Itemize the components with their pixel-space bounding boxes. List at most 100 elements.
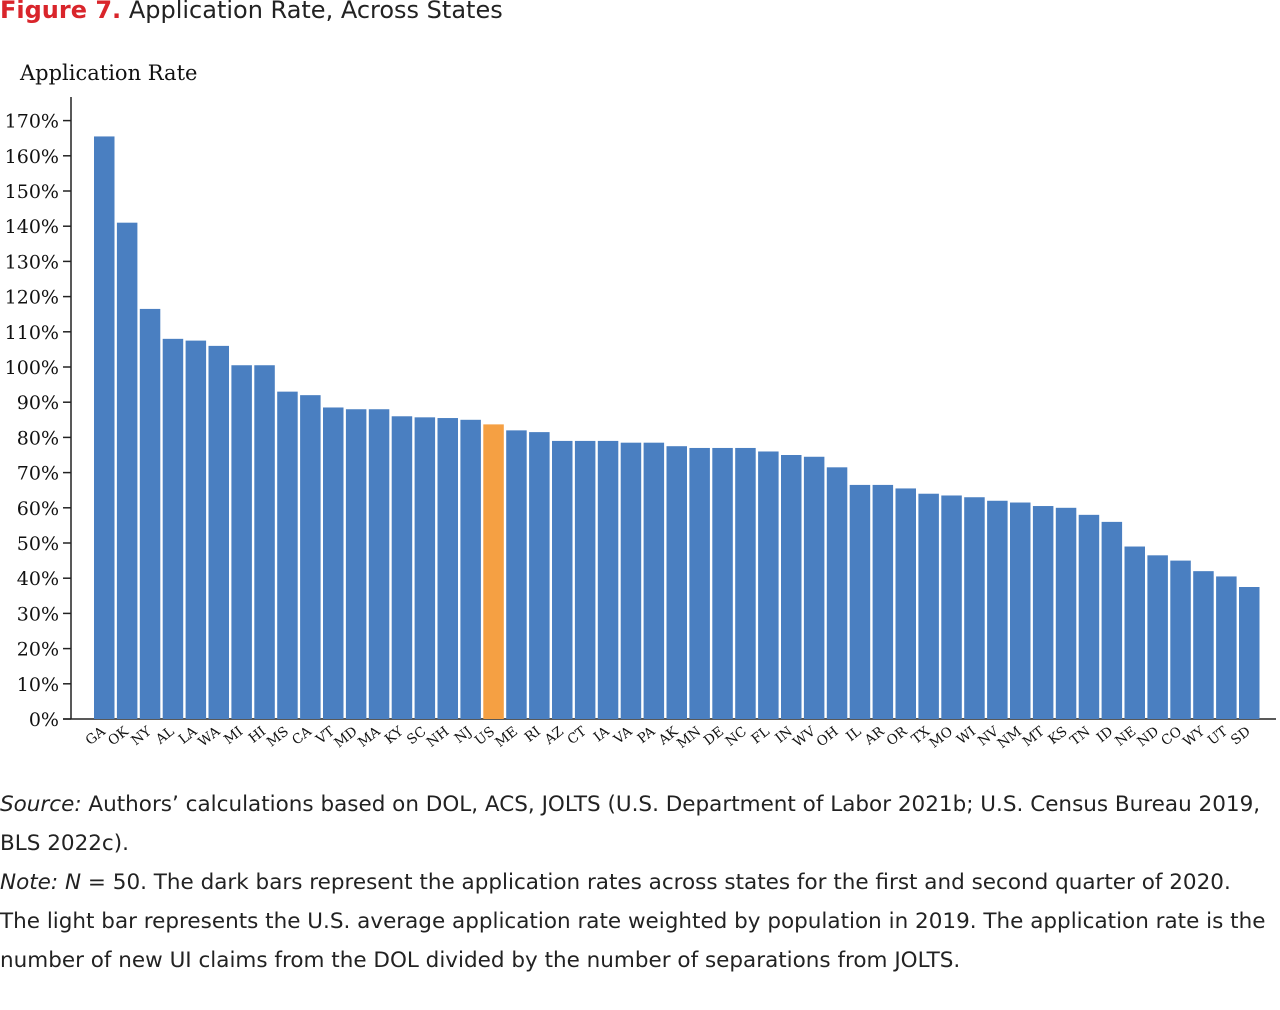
bar-us [483,424,504,719]
y-tick-label: 80% [17,427,59,449]
x-tick-label: MA [355,723,384,750]
y-tick-label: 150% [5,181,59,203]
note-text: Note: N = 50. The dark bars represent th… [0,863,1272,980]
bar-oh [826,467,848,719]
y-tick-label: 60% [17,498,59,520]
y-tick-label: 120% [5,287,59,309]
bar-ar [872,484,894,719]
bar-mi [231,365,252,719]
bars [94,136,1260,719]
figure-title-text: Application Rate, Across States [128,0,503,24]
bar-tn [1078,514,1100,719]
bar-ny [139,308,161,719]
bar-ak [666,446,687,719]
y-tick-label: 20% [17,639,59,661]
source-lead: Source: [0,792,82,817]
x-tick-label: NY [128,723,155,749]
bar-al [162,338,184,719]
bar-vt [323,407,344,719]
bar-va [620,442,642,719]
bar-ut [1216,576,1237,719]
y-tick-label: 30% [17,603,59,625]
bar-nc [735,447,756,719]
x-tick-label: AZ [541,724,567,749]
note-body: = 50. The dark bars represent the applic… [0,870,1266,973]
figure-title: Figure 7. Application Rate, Across State… [0,0,503,24]
x-tick-label: SD [1228,723,1254,748]
bar-nj [460,419,481,719]
y-tick-label: 160% [5,146,59,168]
bar-ky [391,416,413,719]
bar-nd [1147,555,1168,719]
source-note: Source: Authors’ calculations based on D… [0,785,1272,863]
y-tick-label: 110% [5,322,59,344]
figure-label: Figure 7. [0,0,122,24]
bar-mt [1032,506,1054,719]
y-axis-title: Application Rate [19,61,197,85]
bar-ct [574,440,596,719]
x-tick-label: FL [749,724,773,748]
y-tick-label: 130% [5,251,59,273]
y-tick-label: 0% [29,709,59,731]
bar-ia [597,440,619,719]
x-tick-label: NJ [452,724,475,747]
y-tick-label: 70% [17,463,59,485]
bar-ok [116,222,138,719]
bar-ks [1055,507,1077,719]
x-tick-label: TN [1067,723,1093,749]
y-tick-label: 50% [17,533,59,555]
bar-me [506,430,527,719]
bar-in [781,455,802,719]
bar-ga [94,136,115,719]
x-tick-label: OH [814,723,842,750]
bar-de [712,447,733,719]
bar-chart: Application Rate 0% 10% 20% 30% 40% 50% 60% 70%… [5,61,1276,752]
bar-ne [1124,546,1145,719]
x-tick-label: OR [884,723,911,749]
x-tick-label: NC [723,724,750,750]
bar-wy [1193,571,1214,719]
bar-il [849,484,871,719]
bar-pa [643,442,665,719]
bar-ms [277,391,298,719]
x-tick-label: NH [424,723,453,750]
source-text: Authors’ calculations based on DOL, ACS,… [0,792,1261,856]
bar-md [345,409,367,719]
x-tick-label: MO [927,724,956,752]
y-tick-label: 170% [5,111,59,133]
y-tick-label: 100% [5,357,59,379]
bar-nv [987,500,1008,719]
figure-notes: Source: Authors’ calculations based on D… [0,785,1272,980]
x-tick-label: MN [674,723,704,752]
x-tick-label: RI [522,724,544,746]
bar-fl [758,451,779,719]
y-tick-label: 10% [17,674,59,696]
x-tick-label: IN [772,723,796,746]
bar-sd [1239,587,1260,719]
x-tick-label: MI [221,724,246,748]
bar-ma [368,409,390,719]
bar-ca [300,395,321,719]
x-tick-label: UT [1205,724,1231,749]
x-tick-label: ME [492,724,521,751]
bar-wi [964,497,985,719]
bar-az [552,440,573,719]
bar-nh [437,418,458,719]
bar-id [1101,521,1123,719]
x-tick-label: ID [1094,723,1117,746]
bar-co [1170,560,1191,719]
bar-mn [689,447,710,719]
bar-tx [918,493,939,719]
x-tick-label: HI [246,724,269,747]
y-axis: 0% 10% 20% 30% 40% 50% 60% 70% 80% 90% 100% 110% 120… [5,97,1276,731]
bar-nm [1010,502,1031,719]
x-tick-label: CT [565,724,590,749]
y-tick-label: 90% [17,392,59,414]
bar-la [185,340,207,719]
x-tick-label: AL [152,724,177,749]
x-tick-label: IA [591,723,613,745]
note-n: N [64,870,82,895]
bar-mo [941,495,962,719]
y-tick-label: 140% [5,216,59,238]
